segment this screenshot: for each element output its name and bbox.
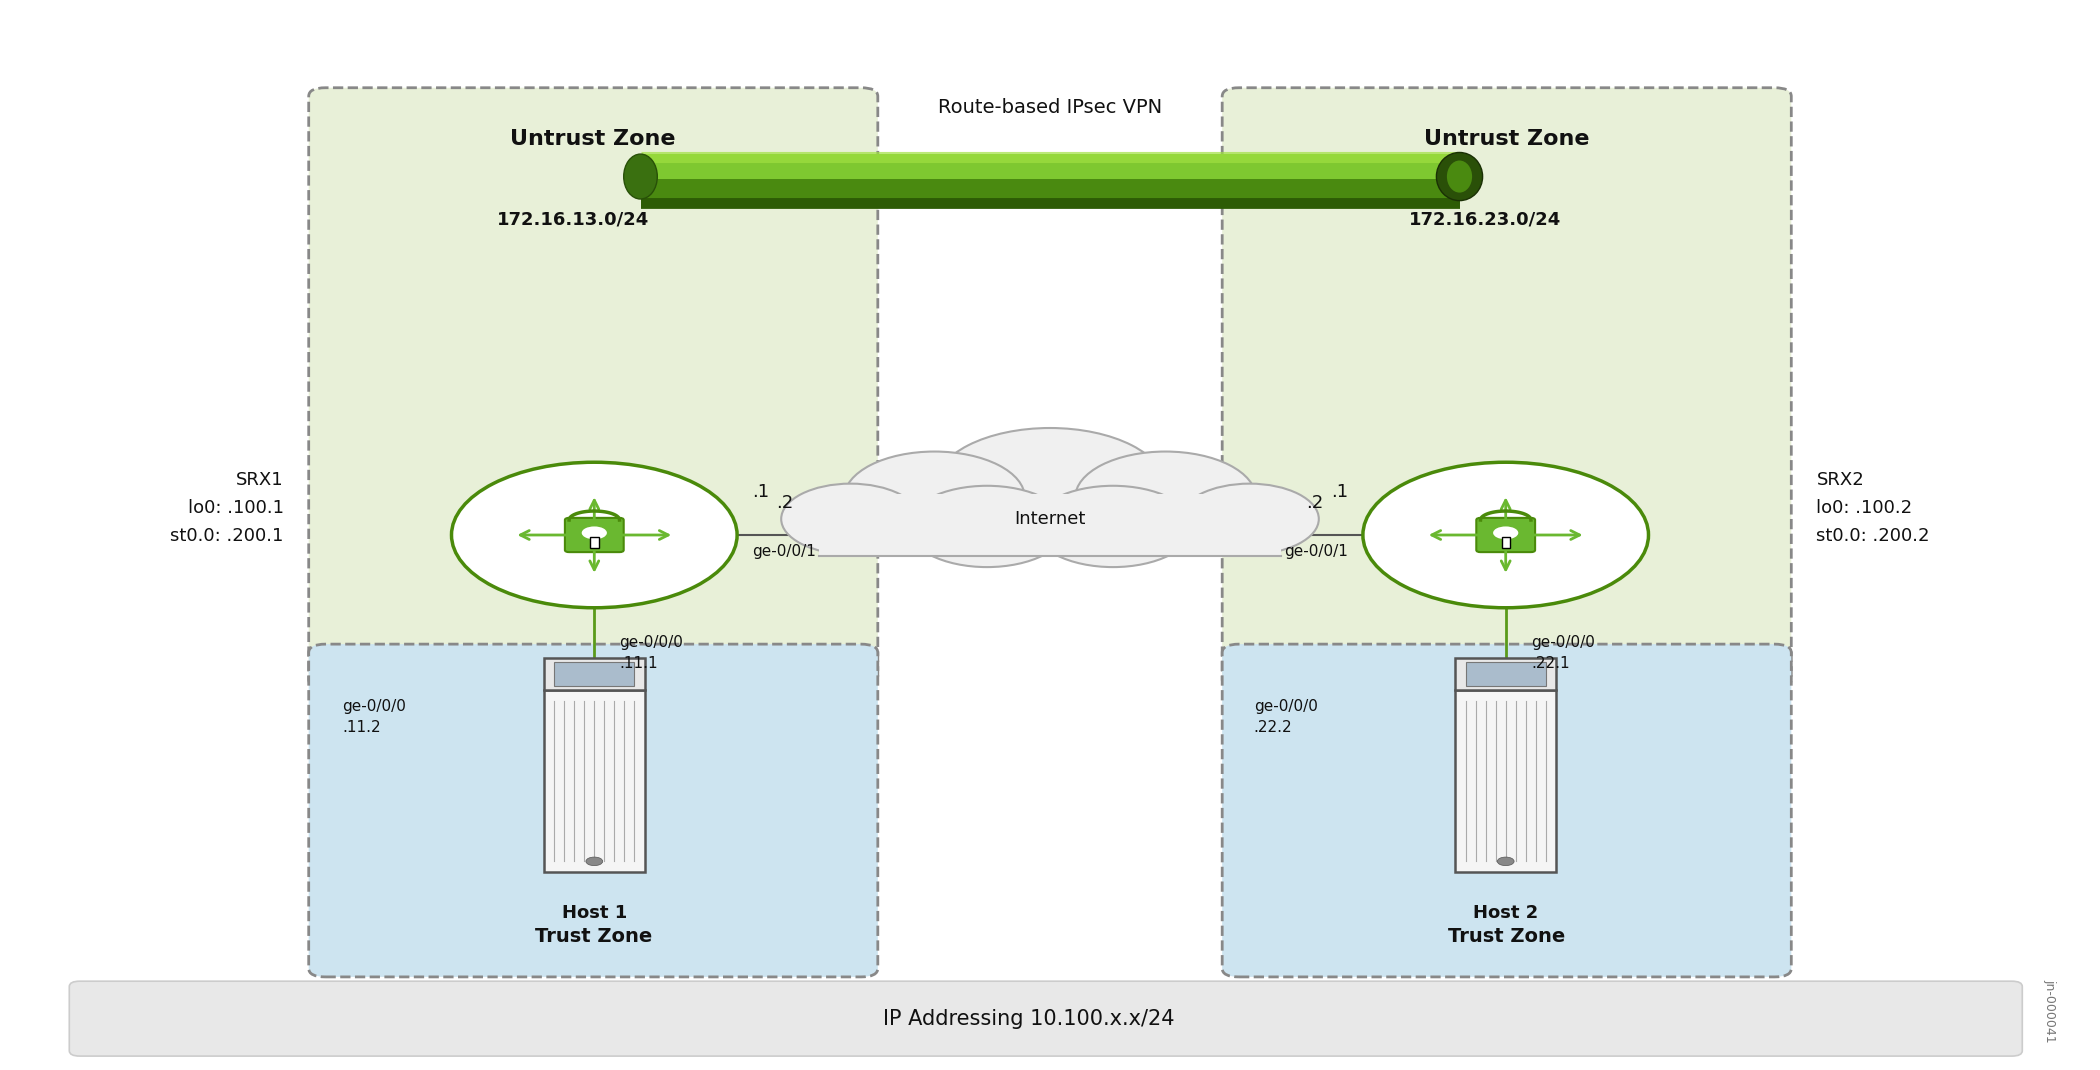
Circle shape	[1075, 452, 1256, 544]
Circle shape	[1363, 462, 1648, 608]
Ellipse shape	[1447, 160, 1472, 193]
FancyBboxPatch shape	[1502, 537, 1510, 548]
FancyBboxPatch shape	[565, 518, 624, 552]
FancyBboxPatch shape	[1222, 88, 1791, 688]
Text: Untrust Zone: Untrust Zone	[510, 129, 676, 149]
Text: Trust Zone: Trust Zone	[536, 927, 651, 946]
Text: Host 1: Host 1	[561, 904, 628, 921]
Text: .1: .1	[752, 484, 769, 501]
Text: 172.16.13.0/24: 172.16.13.0/24	[498, 211, 649, 228]
FancyBboxPatch shape	[1466, 662, 1546, 686]
FancyBboxPatch shape	[1222, 644, 1791, 977]
FancyBboxPatch shape	[1455, 690, 1556, 872]
Circle shape	[844, 452, 1025, 544]
Text: .2: .2	[1306, 494, 1323, 511]
FancyBboxPatch shape	[1455, 658, 1556, 690]
Text: IP Addressing 10.100.x.x/24: IP Addressing 10.100.x.x/24	[884, 1009, 1174, 1028]
Circle shape	[934, 428, 1166, 546]
Circle shape	[1493, 526, 1518, 539]
Text: ge-0/0/1: ge-0/0/1	[1285, 544, 1348, 559]
Text: ge-0/0/0
.22.1: ge-0/0/0 .22.1	[1531, 635, 1594, 671]
Text: SRX2
lo0: .100.2
st0.0: .200.2: SRX2 lo0: .100.2 st0.0: .200.2	[1816, 472, 1930, 545]
FancyBboxPatch shape	[590, 537, 598, 548]
FancyBboxPatch shape	[309, 644, 878, 977]
Circle shape	[586, 857, 603, 866]
Text: Route-based IPsec VPN: Route-based IPsec VPN	[939, 97, 1161, 117]
Circle shape	[781, 484, 920, 554]
FancyBboxPatch shape	[544, 658, 645, 690]
FancyBboxPatch shape	[69, 981, 2022, 1056]
Text: Host 2: Host 2	[1472, 904, 1539, 921]
Text: ge-0/0/0
.11.1: ge-0/0/0 .11.1	[620, 635, 682, 671]
Circle shape	[1180, 484, 1319, 554]
Text: ge-0/0/0
.11.2: ge-0/0/0 .11.2	[342, 699, 405, 735]
Circle shape	[1497, 857, 1514, 866]
Text: ge-0/0/1: ge-0/0/1	[752, 544, 815, 559]
Circle shape	[907, 486, 1067, 567]
FancyBboxPatch shape	[1476, 518, 1535, 552]
Ellipse shape	[1436, 153, 1483, 201]
Circle shape	[1033, 486, 1193, 567]
FancyBboxPatch shape	[309, 88, 878, 688]
Circle shape	[582, 526, 607, 539]
Circle shape	[452, 462, 737, 608]
Text: Trust Zone: Trust Zone	[1449, 927, 1564, 946]
Text: jn-000041: jn-000041	[2043, 979, 2056, 1043]
FancyBboxPatch shape	[819, 494, 1281, 556]
Text: .1: .1	[1331, 484, 1348, 501]
Ellipse shape	[624, 154, 657, 199]
Text: 172.16.23.0/24: 172.16.23.0/24	[1409, 211, 1560, 228]
Text: Internet: Internet	[1014, 510, 1086, 528]
FancyBboxPatch shape	[544, 690, 645, 872]
Text: Untrust Zone: Untrust Zone	[1424, 129, 1590, 149]
Text: .2: .2	[777, 494, 794, 511]
FancyBboxPatch shape	[554, 662, 634, 686]
Text: SRX1
lo0: .100.1
st0.0: .200.1: SRX1 lo0: .100.1 st0.0: .200.1	[170, 472, 284, 545]
Text: ge-0/0/0
.22.2: ge-0/0/0 .22.2	[1254, 699, 1317, 735]
